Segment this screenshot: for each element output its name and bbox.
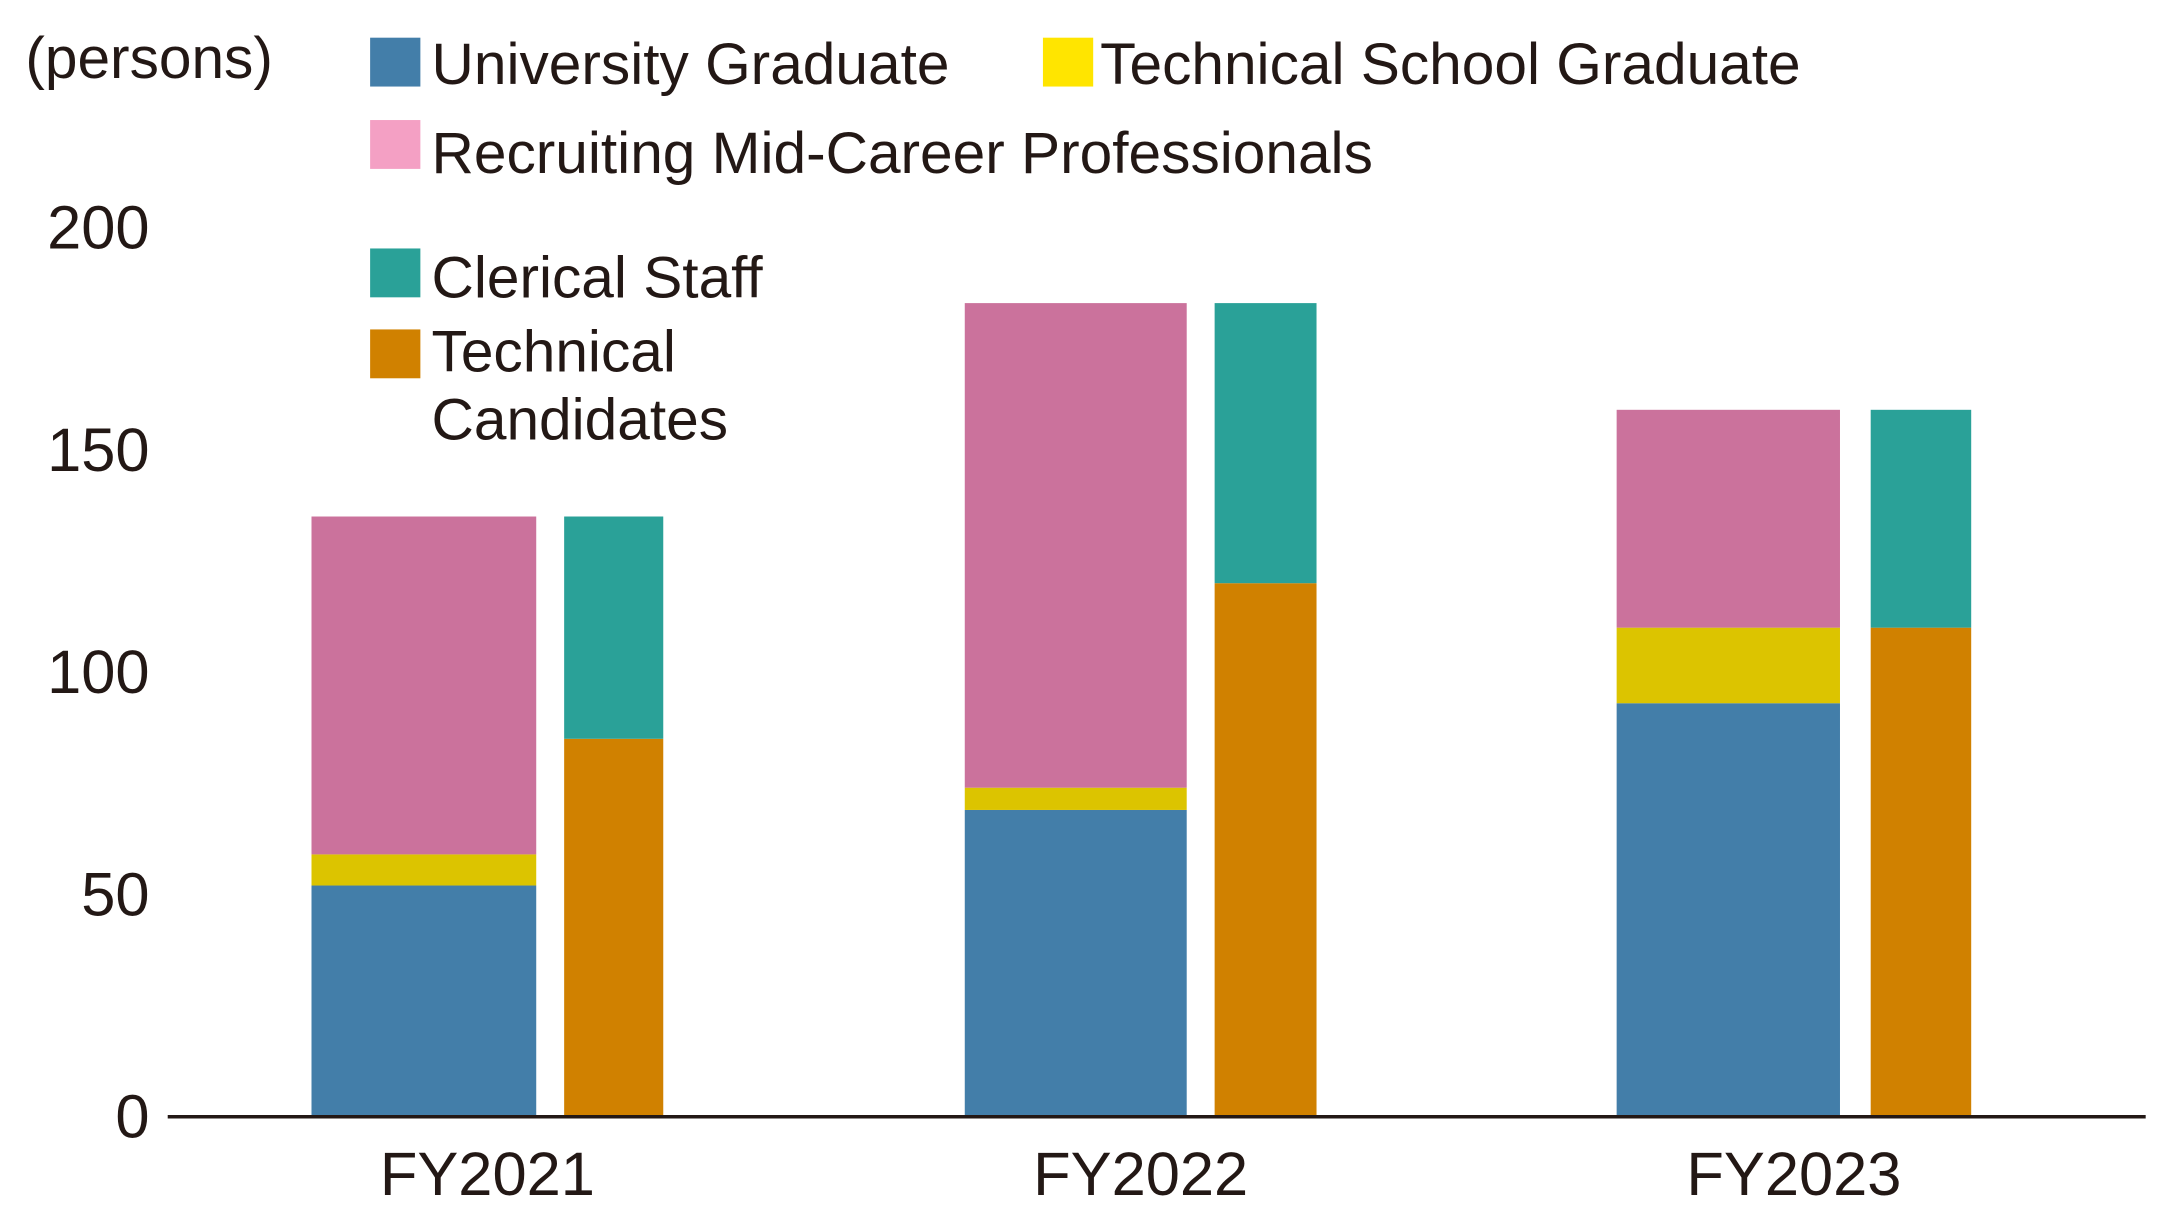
- bar-segment-university-graduate-fy2021: [311, 885, 537, 1117]
- legend-swatch-technical-candidates: [370, 329, 421, 379]
- bar-segment-clerical-staff-fy2021: [564, 516, 664, 739]
- bar-segment-recruiting-mid-career-professionals-fy2022: [964, 303, 1187, 788]
- y-tick-label: 150: [47, 416, 149, 485]
- bar-segment-recruiting-mid-career-professionals-fy2021: [311, 516, 537, 855]
- legend-label-technical-school-graduate: Technical School Graduate: [1100, 32, 1800, 97]
- bar-segment-university-graduate-fy2022: [964, 809, 1187, 1117]
- bar-segment-technical-candidates-fy2021: [564, 738, 664, 1117]
- legend-label-university-graduate: University Graduate: [432, 32, 950, 97]
- legend-swatch-mid-career: [370, 120, 421, 169]
- bar-segment-clerical-staff-fy2022: [1214, 303, 1317, 584]
- bar-segment-technical-school-graduate-fy2023: [1616, 627, 1840, 704]
- bar-segment-technical-candidates-fy2022: [1214, 583, 1317, 1117]
- legend-label-clerical-staff: Clerical Staff: [432, 245, 764, 310]
- x-tick-label: FY2022: [1033, 1140, 1248, 1209]
- legend: University Graduate Technical School Gra…: [370, 32, 1801, 453]
- legend-swatch-technical-school-graduate: [1042, 37, 1094, 87]
- legend-label-mid-career: Recruiting Mid-Career Professionals: [432, 121, 1373, 186]
- bar-segment-technical-school-graduate-fy2021: [311, 854, 537, 886]
- legend-label-technical-candidates-line1: Technical: [432, 319, 676, 384]
- x-tick-label: FY2023: [1686, 1140, 1901, 1209]
- bar-segment-technical-school-graduate-fy2022: [964, 787, 1187, 810]
- bar-segment-clerical-staff-fy2023: [1870, 409, 1972, 628]
- y-tick-label: 200: [47, 193, 149, 262]
- legend-swatch-clerical-staff: [370, 248, 421, 298]
- legend-label-technical-candidates-line2: Candidates: [432, 388, 729, 453]
- y-tick-label: 100: [47, 638, 149, 707]
- bar-segment-university-graduate-fy2023: [1616, 703, 1840, 1117]
- bar-segment-recruiting-mid-career-professionals-fy2023: [1616, 409, 1840, 628]
- y-tick-label: 0: [115, 1083, 149, 1152]
- bar-segment-technical-candidates-fy2023: [1870, 627, 1972, 1117]
- legend-swatch-university-graduate: [370, 37, 421, 87]
- y-tick-label: 50: [81, 860, 149, 929]
- x-tick-label: FY2021: [380, 1140, 595, 1209]
- y-unit-label: (persons): [25, 26, 273, 91]
